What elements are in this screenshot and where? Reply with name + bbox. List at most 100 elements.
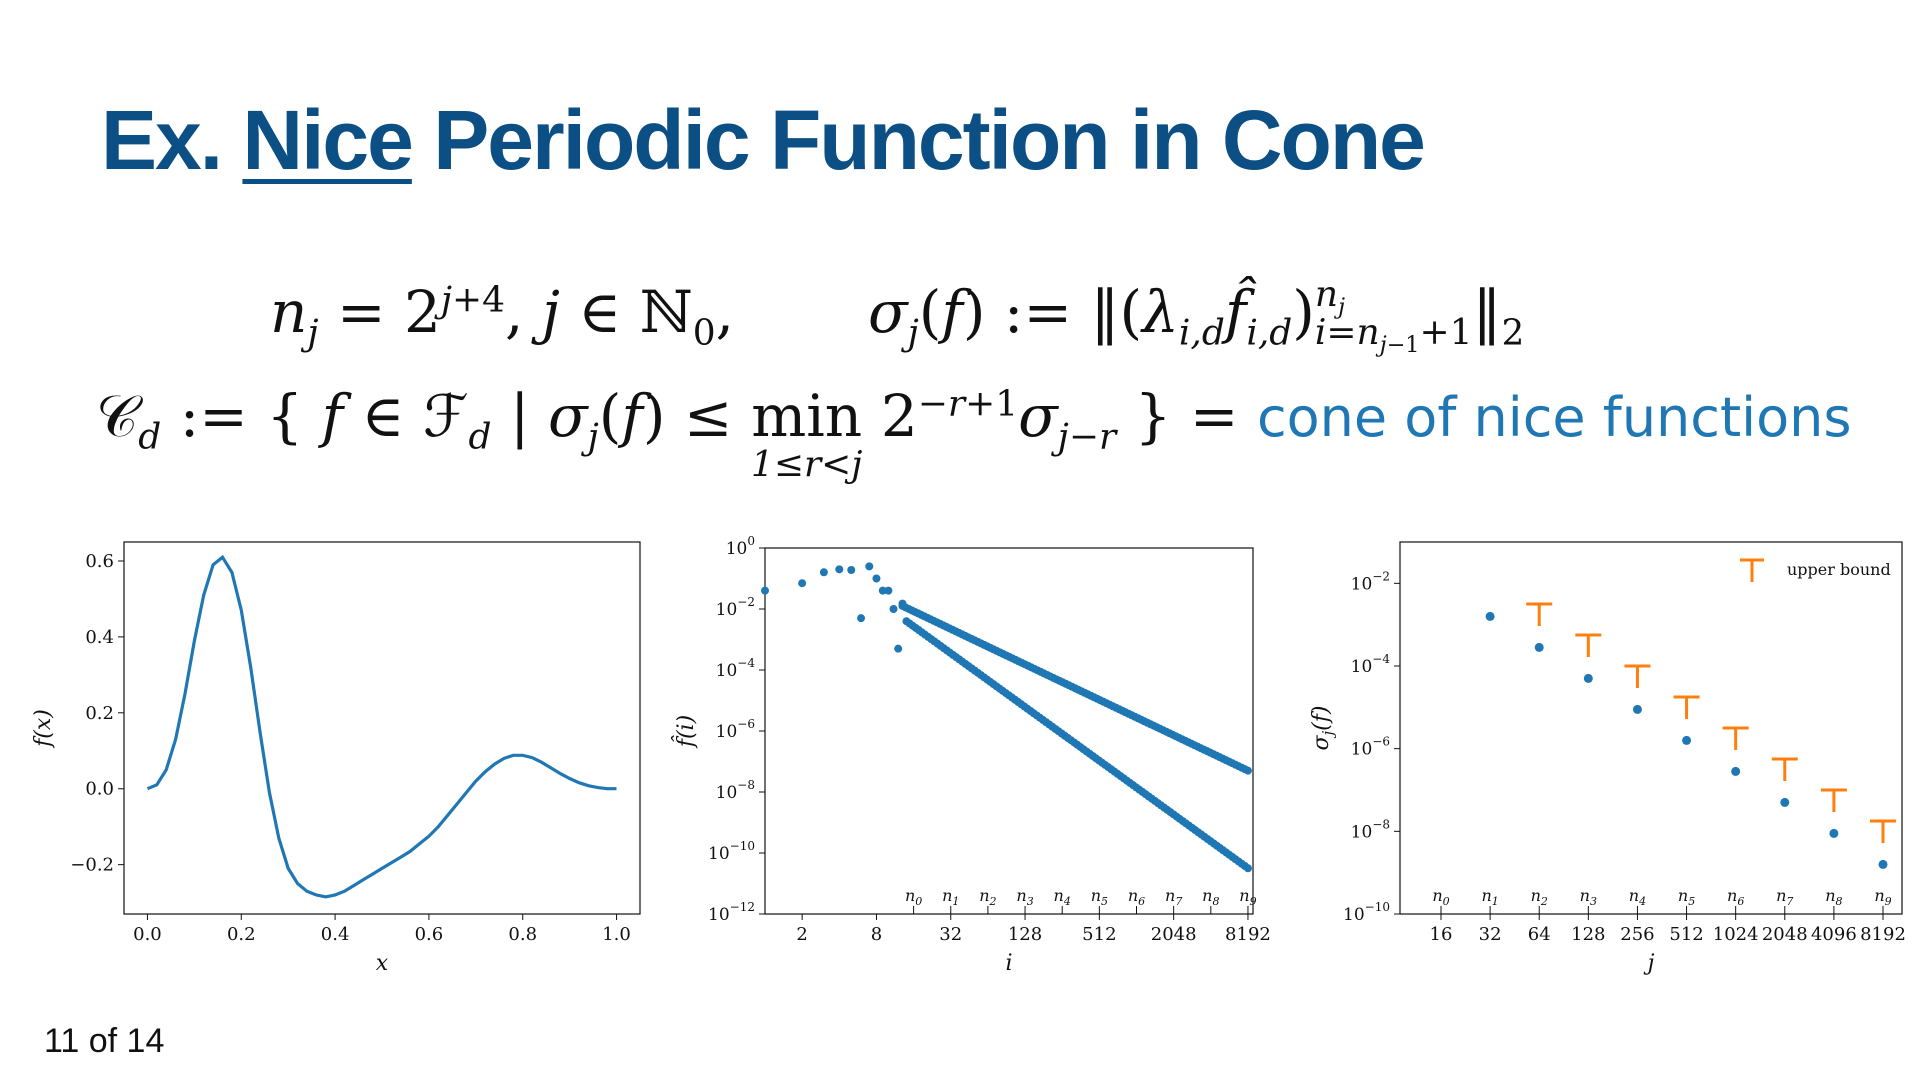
n-marker-label: n2 xyxy=(979,886,996,908)
legend-label: upper bound xyxy=(1787,560,1891,579)
x-tick-label: 0.2 xyxy=(227,924,256,945)
x-tick-label: 64 xyxy=(1528,924,1551,945)
x-tick-label: 1024 xyxy=(1713,924,1759,945)
y-axis-label: f̂(i) xyxy=(672,715,699,749)
n-marker-label: n4 xyxy=(1629,886,1646,908)
page-number: 11 of 14 xyxy=(44,1022,165,1060)
n-marker-label: n2 xyxy=(1531,886,1548,908)
sigma-definition: σj(f) := ‖(λi,df̂i,d) nj i=nj−1+1 ‖2 xyxy=(868,273,1525,359)
x-tick-label: 0.8 xyxy=(508,924,537,945)
y-tick-label: −0.2 xyxy=(70,855,114,876)
y-tick-label: 10−6 xyxy=(1351,735,1390,760)
x-axis-label: j xyxy=(1643,951,1655,976)
plot-frame xyxy=(123,541,641,915)
x-tick-label: 2 xyxy=(796,924,807,945)
sigma-plot: 16 n0 32 n1 64 n2 128 n3 256 n4 512 n5 1024 n6 2048 n7 4… xyxy=(1309,541,1906,976)
y-tick-label: 100 xyxy=(726,534,755,559)
x-tick-label: 512 xyxy=(1082,924,1116,945)
plot-frame xyxy=(1399,541,1903,915)
plot-frame xyxy=(764,547,1254,915)
n-marker-label: n0 xyxy=(1432,886,1449,908)
function-curve xyxy=(146,554,617,899)
x-tick-label: 256 xyxy=(1620,924,1654,945)
n-marker-label: n1 xyxy=(942,886,959,908)
n-marker-label: n1 xyxy=(1481,886,1498,908)
coefficient-plot: 2 8 32 128 512 2048 8192 100 10−2 10−4 10−6 10−8 10−… xyxy=(672,534,1271,976)
x-tick-label: 16 xyxy=(1430,924,1453,945)
data-point xyxy=(884,586,893,595)
n-marker-label: n6 xyxy=(1727,886,1744,908)
sigma-point xyxy=(1731,766,1741,776)
data-point xyxy=(865,562,874,571)
data-point xyxy=(872,574,881,583)
data-point xyxy=(878,586,887,595)
sigma-point xyxy=(1583,673,1593,683)
data-point xyxy=(889,605,898,613)
n-marker-label: n3 xyxy=(1580,886,1597,908)
lower-branch-point xyxy=(1243,864,1252,873)
n-marker-label: n5 xyxy=(1091,886,1108,908)
n-marker-label: n9 xyxy=(1239,886,1256,908)
y-axis-label: f(x) xyxy=(31,709,56,749)
x-tick-label: 128 xyxy=(1571,924,1605,945)
title-rest: Periodic Function in Cone xyxy=(411,93,1426,187)
n-marker-label: n7 xyxy=(1165,886,1182,908)
x-tick-label: 8192 xyxy=(1225,924,1271,945)
n-marker-label: n0 xyxy=(905,886,922,908)
x-tick-label: 1.0 xyxy=(602,924,631,945)
title-prefix: Ex. xyxy=(101,93,243,187)
n-marker-label: n8 xyxy=(1202,886,1219,908)
x-tick-label: 4096 xyxy=(1811,924,1857,945)
y-tick-label: 0.2 xyxy=(85,703,114,724)
y-tick-label: 10−4 xyxy=(716,656,756,681)
x-tick-label: 8192 xyxy=(1860,924,1906,945)
y-tick-label: 10−8 xyxy=(716,778,755,803)
x-tick-label: 0.4 xyxy=(321,924,350,945)
x-tick-label: 8 xyxy=(871,924,882,945)
x-tick-label: 0.0 xyxy=(133,924,162,945)
n-marker-label: n4 xyxy=(1054,886,1071,908)
sigma-point xyxy=(1829,828,1839,838)
n-marker-label: n6 xyxy=(1128,886,1145,908)
x-tick-label: 0.6 xyxy=(415,924,444,945)
x-tick-label: 32 xyxy=(939,924,962,945)
y-tick-label: 0.0 xyxy=(85,779,114,800)
cone-definition: 𝒞d := { f ∈ ℱd | σj(f) ≤ min 1≤r<j 2−r+1σ… xyxy=(96,382,1852,485)
sigma-point xyxy=(1534,642,1544,652)
upper-branch-point xyxy=(1243,766,1252,775)
data-point xyxy=(761,586,769,595)
data-point xyxy=(835,565,844,574)
sigma-point xyxy=(1682,735,1692,745)
slide-title: Ex. Nice Periodic Function in Cone xyxy=(101,92,1426,189)
x-axis-label: x xyxy=(376,951,389,976)
function-plot: 0.0 0.2 0.4 0.6 0.8 1.0 −0.2 0.0 0.2 0.4 0.6 x f(x) xyxy=(31,541,641,976)
y-tick-label: 10−8 xyxy=(1351,817,1390,842)
x-tick-label: 2048 xyxy=(1762,924,1808,945)
y-tick-label: 10−2 xyxy=(1351,569,1390,594)
sigma-point xyxy=(1878,859,1888,869)
nj-definition: nj = 2j+4, j ∈ ℕ0, xyxy=(270,278,735,354)
data-point xyxy=(798,579,807,588)
y-tick-label: 10−12 xyxy=(708,900,755,925)
sigma-point xyxy=(1780,797,1790,807)
y-tick-label: 10−10 xyxy=(1343,900,1390,925)
y-axis-label: σj(f) xyxy=(1309,706,1337,751)
sigma-point xyxy=(1485,611,1495,621)
x-axis-label: i xyxy=(1005,951,1012,976)
data-point xyxy=(819,568,828,577)
y-tick-label: 10−4 xyxy=(1351,652,1391,677)
x-tick-label: 512 xyxy=(1669,924,1703,945)
n-marker-label: n3 xyxy=(1016,886,1033,908)
y-tick-label: 0.6 xyxy=(85,551,114,572)
title-nice-word: Nice xyxy=(242,93,413,187)
data-point xyxy=(847,565,856,574)
y-tick-label: 10−6 xyxy=(716,717,755,742)
x-tick-label: 2048 xyxy=(1151,924,1197,945)
y-tick-label: 10−2 xyxy=(716,595,755,620)
n-marker-label: n7 xyxy=(1776,886,1793,908)
n-marker-label: n9 xyxy=(1874,886,1891,908)
data-point xyxy=(857,614,866,623)
y-tick-label: 10−10 xyxy=(708,839,755,864)
data-point xyxy=(894,644,903,653)
sigma-point xyxy=(1632,704,1642,714)
